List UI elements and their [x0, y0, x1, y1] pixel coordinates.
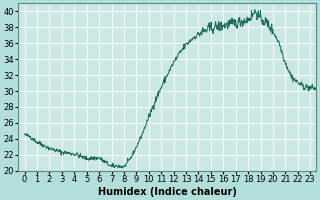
- X-axis label: Humidex (Indice chaleur): Humidex (Indice chaleur): [98, 187, 237, 197]
